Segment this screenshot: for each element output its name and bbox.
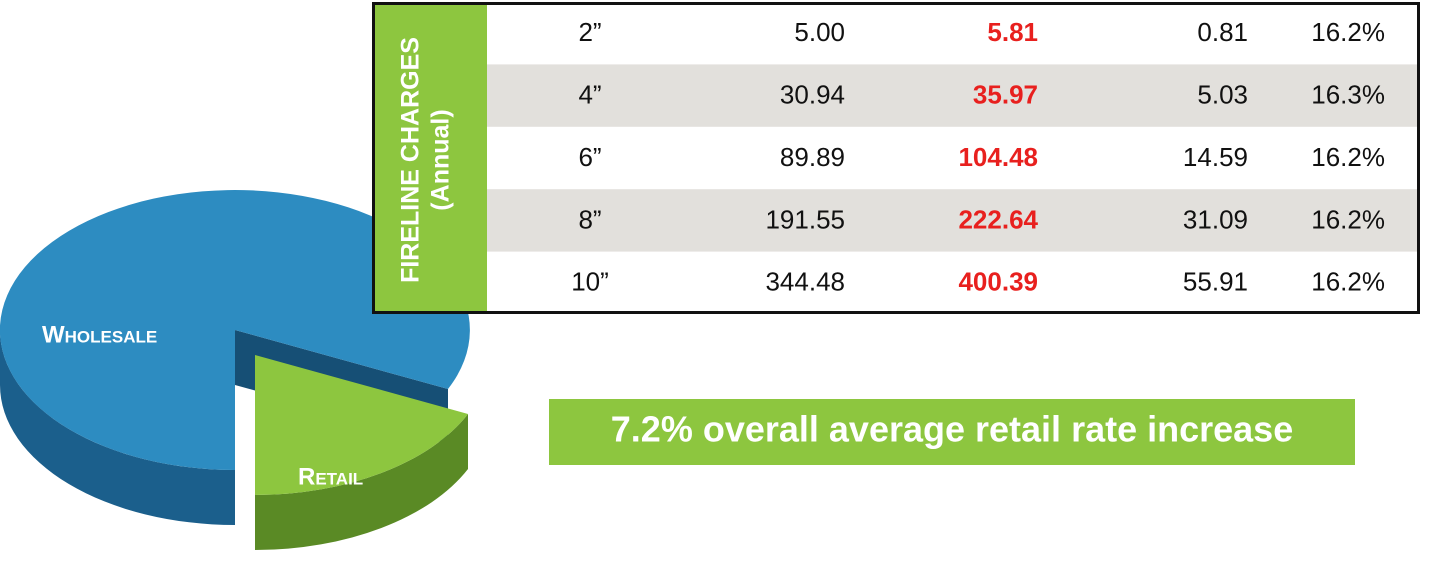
rate-table: FIRELINE CHARGES (Annual) 2” 5.00 5.81 0.81… — [372, 2, 1420, 314]
table-border — [372, 2, 1420, 314]
table-cell: 16.2% — [1311, 267, 1385, 297]
banner-bg — [549, 399, 1355, 465]
wholesale-label: Wholesale — [42, 321, 157, 348]
table-cell: 16.3% — [1311, 79, 1385, 109]
table-cell: 5.00 — [794, 17, 845, 47]
table-cell: 8” — [578, 204, 601, 234]
pie-illustration: Wholesale Retail — [0, 190, 470, 550]
row-shade — [487, 64, 1420, 127]
table-cell: 16.2% — [1311, 204, 1385, 234]
table-cell: 400.39 — [958, 267, 1038, 297]
table-cell: 5.81 — [987, 17, 1038, 47]
table-bg — [372, 2, 1420, 314]
table-cell: 4” — [578, 79, 601, 109]
table-cell: 30.94 — [780, 79, 845, 109]
table-cell: 191.55 — [765, 204, 845, 234]
side-header-line: FIRELINE CHARGES — [397, 37, 425, 283]
table-cell: 2” — [578, 17, 601, 47]
retail-side — [255, 414, 468, 550]
table-cell: 89.89 — [780, 142, 845, 172]
table-cell: 104.48 — [958, 142, 1038, 172]
table-cell: 14.59 — [1183, 142, 1248, 172]
row-shade — [487, 189, 1420, 252]
side-header-line: (Annual) — [427, 109, 455, 210]
table-side-header — [372, 2, 487, 314]
table-cell: 0.81 — [1197, 17, 1248, 47]
wholesale-side — [0, 330, 235, 525]
table-cell: 16.2% — [1311, 142, 1385, 172]
table-cell: 31.09 — [1183, 204, 1248, 234]
table-cell: 16.2% — [1311, 17, 1385, 47]
banner-text: 7.2% overall average retail rate increas… — [611, 409, 1293, 450]
retail-slice — [255, 355, 468, 495]
table-cell: 5.03 — [1197, 79, 1248, 109]
retail-label: Retail — [298, 463, 363, 490]
table-cell: 344.48 — [765, 267, 845, 297]
table-cell: 6” — [578, 142, 601, 172]
table-cell: 222.64 — [958, 204, 1038, 234]
wholesale-slice — [0, 190, 470, 470]
table-cell: 35.97 — [973, 79, 1038, 109]
table-cell: 10” — [571, 267, 609, 297]
table-cell: 55.91 — [1183, 267, 1248, 297]
